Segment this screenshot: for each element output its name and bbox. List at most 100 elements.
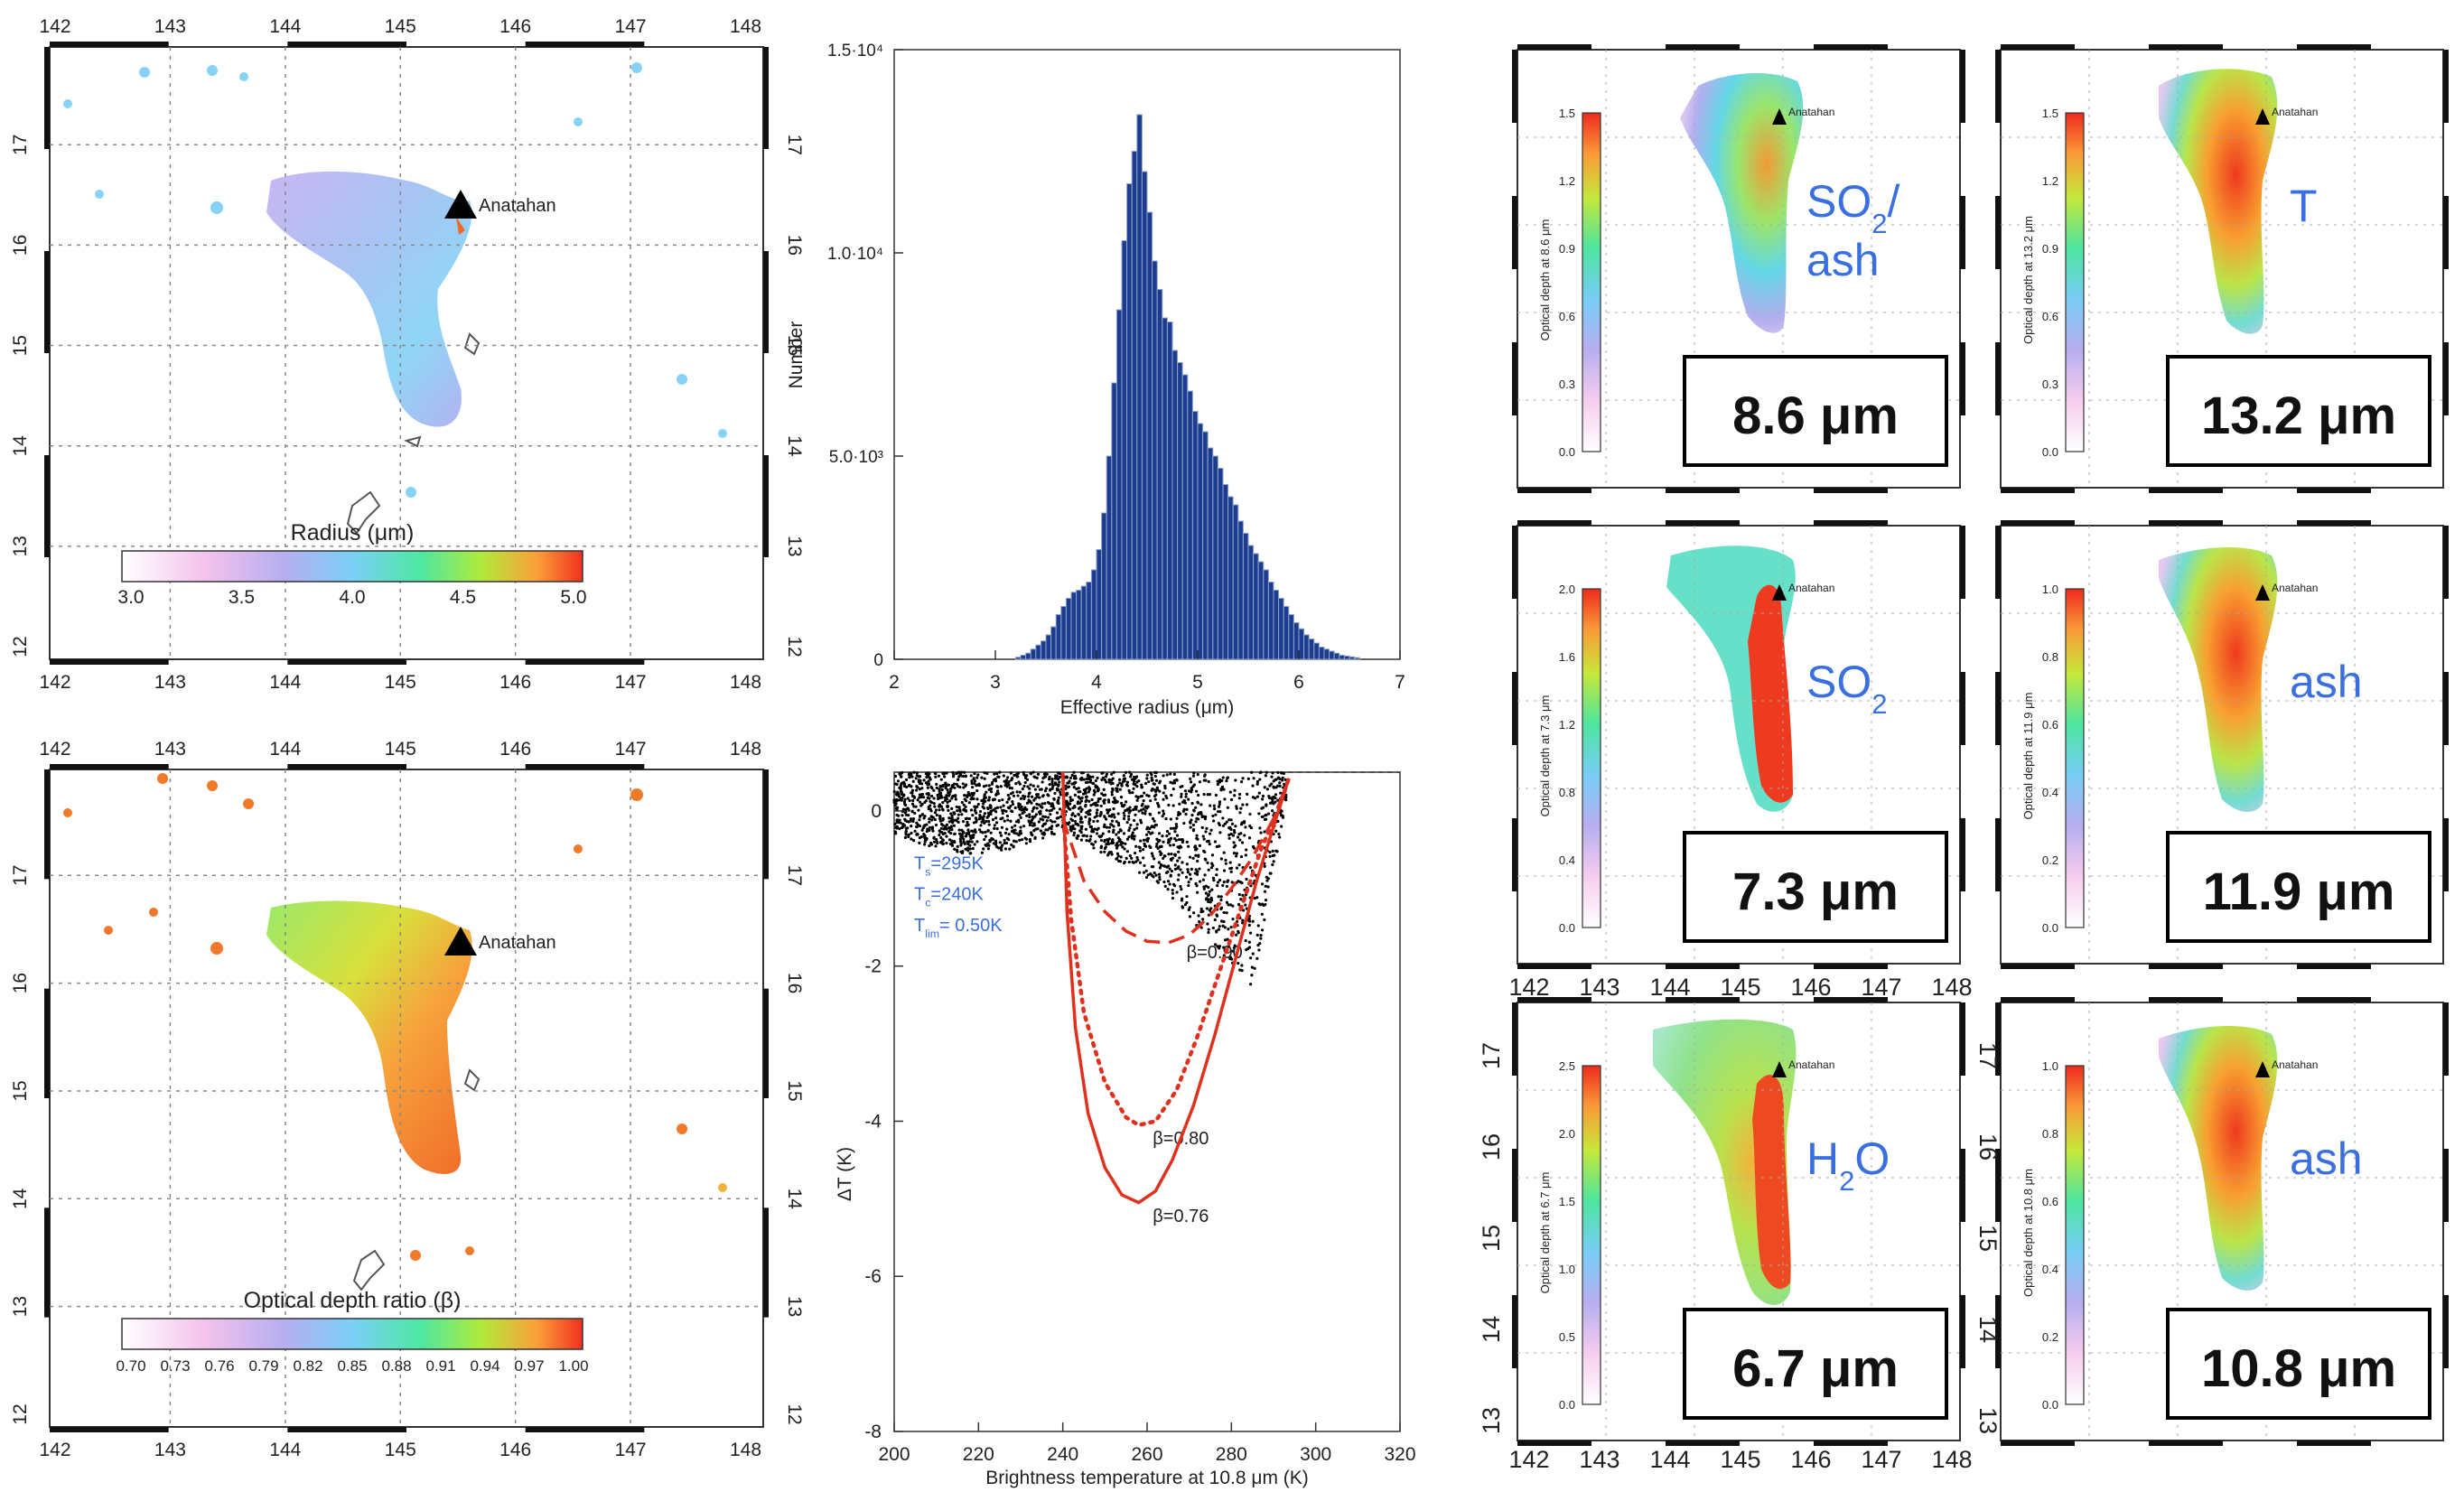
scatter-point <box>997 798 1001 803</box>
scatter-point <box>933 811 938 815</box>
scatter-point <box>1122 777 1125 781</box>
scatter-point <box>1134 860 1138 863</box>
colorbar-tick-label: 1.00 <box>558 1357 588 1375</box>
species-label: H2O <box>1806 1133 1890 1197</box>
scatter-point <box>1150 773 1153 777</box>
scatter-point <box>1074 822 1078 825</box>
scatter-point <box>1103 846 1107 851</box>
scatter-point <box>1115 788 1118 792</box>
scatter-point <box>967 801 971 805</box>
scatter-point <box>974 816 977 820</box>
scatter-point <box>1159 853 1162 856</box>
scatter-point <box>1158 779 1162 783</box>
frame-tick <box>1960 672 1965 745</box>
y-tick-label: 0 <box>871 801 882 822</box>
scatter-point <box>999 817 1003 821</box>
histogram-bar <box>1343 655 1350 660</box>
scatter-point <box>1010 787 1014 790</box>
scatter-point <box>1140 794 1144 798</box>
histogram-bar <box>1329 650 1335 660</box>
scatter-point <box>1255 956 1259 960</box>
scatter-point <box>985 771 989 776</box>
scatter-point <box>1241 803 1245 806</box>
scatter-point <box>1261 797 1265 801</box>
lat-tick-label: 16 <box>10 235 31 256</box>
scatter-point <box>1005 827 1009 831</box>
scatter-point <box>1173 867 1177 871</box>
scatter-point <box>1189 877 1192 881</box>
y-tick-label: 5.0·10³ <box>829 448 883 467</box>
lat-tick-label: 12 <box>10 1403 31 1424</box>
colorbar-tick-label: 0.8 <box>1559 786 1575 799</box>
colorbar-tick-label: 0.0 <box>1559 921 1575 935</box>
scatter-point <box>1010 829 1014 834</box>
scatter-point <box>1005 800 1009 804</box>
frame-tick <box>287 42 406 47</box>
scatter-point <box>1190 814 1194 817</box>
scatter-point <box>1177 850 1181 853</box>
volcano-marker <box>2255 108 2270 125</box>
scatter-point <box>1222 869 1227 872</box>
scatter-point <box>1196 800 1199 804</box>
scatter-point <box>1099 838 1103 843</box>
frame-tick <box>50 1427 169 1432</box>
scatter-point <box>904 813 908 816</box>
scatter-point <box>971 786 975 789</box>
frame-tick <box>44 47 50 149</box>
scatter-point <box>1134 805 1137 809</box>
scatter-point <box>986 811 990 815</box>
param-ts: Ts=295K <box>914 853 984 878</box>
frame-tick <box>2001 964 2075 969</box>
scatter-point <box>966 824 969 827</box>
scatter-point <box>1260 912 1264 916</box>
curve-label: β=0.76 <box>1153 1207 1209 1226</box>
scatter-point <box>942 772 946 776</box>
scatter-point <box>1258 778 1262 781</box>
scatter-point <box>1096 808 1099 812</box>
scatter-point <box>906 797 910 800</box>
histogram-bar <box>1126 183 1133 660</box>
scatter-point <box>1213 918 1217 922</box>
scatter-point <box>1016 771 1020 775</box>
scatter-point <box>1028 813 1031 816</box>
scatter-point <box>1140 808 1143 812</box>
scatter-point <box>1120 801 1124 805</box>
scatter-point <box>1033 788 1037 791</box>
scatter-point <box>960 813 964 816</box>
scatter-point <box>1067 823 1070 826</box>
volcano-marker <box>2255 1061 2270 1077</box>
scatter-point <box>993 826 996 831</box>
histogram-bar <box>1318 647 1325 660</box>
scatter-point <box>1167 832 1171 835</box>
lat-tick-label: 15 <box>10 1080 31 1101</box>
scatter-point <box>1115 842 1119 845</box>
scatter-point <box>1029 783 1032 787</box>
scatter-point <box>1235 852 1239 855</box>
scatter-point <box>1003 847 1008 851</box>
scatter-point <box>982 785 985 788</box>
scatter-point <box>1135 826 1139 830</box>
colorbar-tick-label: 0.0 <box>2042 445 2058 459</box>
scatter-point <box>1190 801 1194 806</box>
scatter-point <box>964 834 967 838</box>
lon-tick-label: 143 <box>154 739 186 760</box>
scatter-point <box>1073 827 1077 831</box>
scatter-point <box>961 782 965 786</box>
frame-tick <box>1960 342 1965 415</box>
scatter-point <box>970 781 974 786</box>
scatter-point <box>950 785 954 789</box>
scatter-point <box>1226 806 1229 809</box>
scatter-point <box>1177 838 1181 842</box>
scatter-point <box>1264 774 1268 778</box>
scatter-point <box>1263 890 1267 893</box>
frame-tick <box>763 47 769 149</box>
scatter-point <box>913 829 917 833</box>
scatter-point <box>1175 816 1179 820</box>
colorbar-tick-label: 1.0 <box>1559 1263 1575 1276</box>
scatter-point <box>988 838 992 842</box>
scatter-point <box>945 823 948 826</box>
volcano-label: Anatahan <box>2272 582 2318 594</box>
scatter-point <box>1022 825 1026 828</box>
scatter-point <box>1100 771 1104 775</box>
